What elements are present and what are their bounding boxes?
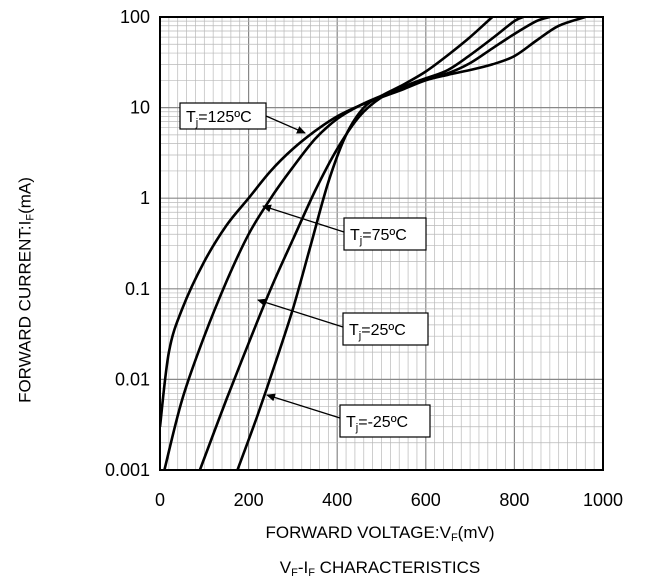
annotation-callout: Tj=125ºC	[179, 102, 306, 134]
x-tick-label: 0	[155, 490, 165, 510]
annotation-label: Tj=75ºC	[350, 227, 407, 247]
x-tick-label: 200	[234, 490, 264, 510]
annotation-arrow	[265, 115, 306, 134]
x-tick-label: 600	[411, 490, 441, 510]
y-tick-label: 0.1	[125, 279, 150, 299]
annotation-box	[343, 217, 427, 251]
series-line	[198, 17, 524, 470]
grid	[160, 17, 603, 470]
x-tick-label: 1000	[583, 490, 623, 510]
annotation-box	[339, 404, 431, 438]
x-tick-label: 400	[322, 490, 352, 510]
y-tick-label: 10	[130, 98, 150, 118]
annotation-label: Tj=-25ºC	[346, 414, 408, 434]
chart-title: VF-IF CHARACTERISTICS	[279, 558, 481, 579]
annotations: Tj=125ºC Tj=75ºC Tj=25ºC Tj=-25ºC	[179, 102, 431, 438]
y-tick-label: 0.001	[105, 460, 150, 480]
annotation-label: Tj=25ºC	[349, 322, 406, 342]
annotation-arrow	[257, 298, 344, 328]
series-curves	[160, 17, 586, 470]
annotation-callout: Tj=75ºC	[262, 204, 427, 251]
y-tick-label: 1	[140, 188, 150, 208]
x-axis-label: FORWARD VOLTAGE:VF(mV)	[265, 523, 495, 544]
annotation-arrow	[266, 393, 341, 419]
annotation-callout: Tj=25ºC	[257, 298, 429, 346]
y-axis-label: FORWARD CURRENT:IF(mA)	[15, 177, 37, 403]
annotation-label: Tj=125ºC	[186, 109, 252, 129]
series-line	[163, 17, 551, 470]
x-tick-label: 800	[499, 490, 529, 510]
plot-border	[159, 16, 604, 471]
plot-frame	[159, 16, 604, 471]
tick-labels: 0 200 400 600 800 1000 0.001 0.01 0.1 1 10 100	[105, 7, 623, 510]
y-tick-label: 100	[120, 7, 150, 27]
annotation-box	[342, 312, 429, 346]
annotation-arrow	[262, 204, 345, 233]
y-tick-label: 0.01	[115, 369, 150, 389]
annotation-callout: Tj=-25ºC	[266, 393, 431, 438]
series-line	[236, 17, 494, 470]
